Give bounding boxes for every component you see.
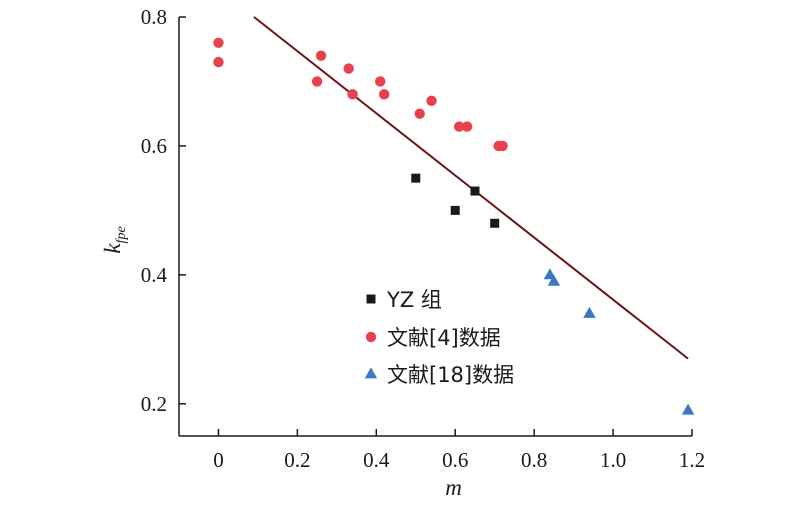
y-axis-label-main: k xyxy=(100,243,125,254)
x-tick-label: 0 xyxy=(213,448,224,472)
legend-marker-triangle xyxy=(364,367,378,379)
data-point-square xyxy=(490,218,500,228)
data-point-square xyxy=(411,173,421,183)
x-tick-label: 1.2 xyxy=(679,448,705,472)
axis-labels: m kfpe xyxy=(100,226,462,500)
legend-label: 文献[4]数据 xyxy=(387,326,501,350)
y-tick-label: 0.8 xyxy=(141,5,167,29)
legend-marker-circle xyxy=(365,331,377,343)
data-point-circle xyxy=(315,50,327,61)
data-point-triangle xyxy=(547,274,561,286)
data-point-circle xyxy=(311,76,323,87)
data-point-circle xyxy=(497,140,508,152)
legend-label: YZ 组 xyxy=(386,288,442,312)
legend-marker-square xyxy=(366,294,376,304)
y-tick-label: 0.6 xyxy=(141,134,167,158)
data-point-triangle xyxy=(583,306,596,318)
data-point-circle xyxy=(453,121,465,132)
x-axis-label: m xyxy=(445,475,462,500)
points-layer xyxy=(213,37,695,415)
x-tick-label: 0.4 xyxy=(363,448,390,472)
x-tick-label: 0.8 xyxy=(521,448,547,472)
data-point-circle xyxy=(461,121,473,132)
data-point-circle xyxy=(426,95,437,107)
y-axis-label-text: kfpe xyxy=(100,226,129,253)
x-tick-label: 0.2 xyxy=(284,448,310,472)
y-tick-label: 0.4 xyxy=(141,263,168,287)
data-point-circle xyxy=(375,76,386,87)
data-point-circle xyxy=(414,108,425,119)
data-point-triangle xyxy=(681,403,695,415)
x-tick-label: 0.6 xyxy=(442,448,468,472)
data-point-square xyxy=(470,186,480,196)
data-point-circle xyxy=(347,89,358,100)
axes: 0 0.2 0.4 0.6 0.8 1.0 1.2 0.2 0.4 0.6 0.8 xyxy=(141,5,705,472)
data-point-circle xyxy=(379,89,390,100)
legend-label: 文献[18]数据 xyxy=(387,363,514,387)
data-point-circle xyxy=(213,37,224,48)
y-axis-label: kfpe xyxy=(100,226,129,253)
data-point-circle xyxy=(213,56,224,68)
y-tick-label: 0.2 xyxy=(141,392,167,416)
x-tick-label: 1.0 xyxy=(600,448,626,472)
data-point-square xyxy=(450,205,460,215)
y-axis-label-subscript: fpe xyxy=(114,226,129,243)
data-point-circle xyxy=(343,63,354,74)
